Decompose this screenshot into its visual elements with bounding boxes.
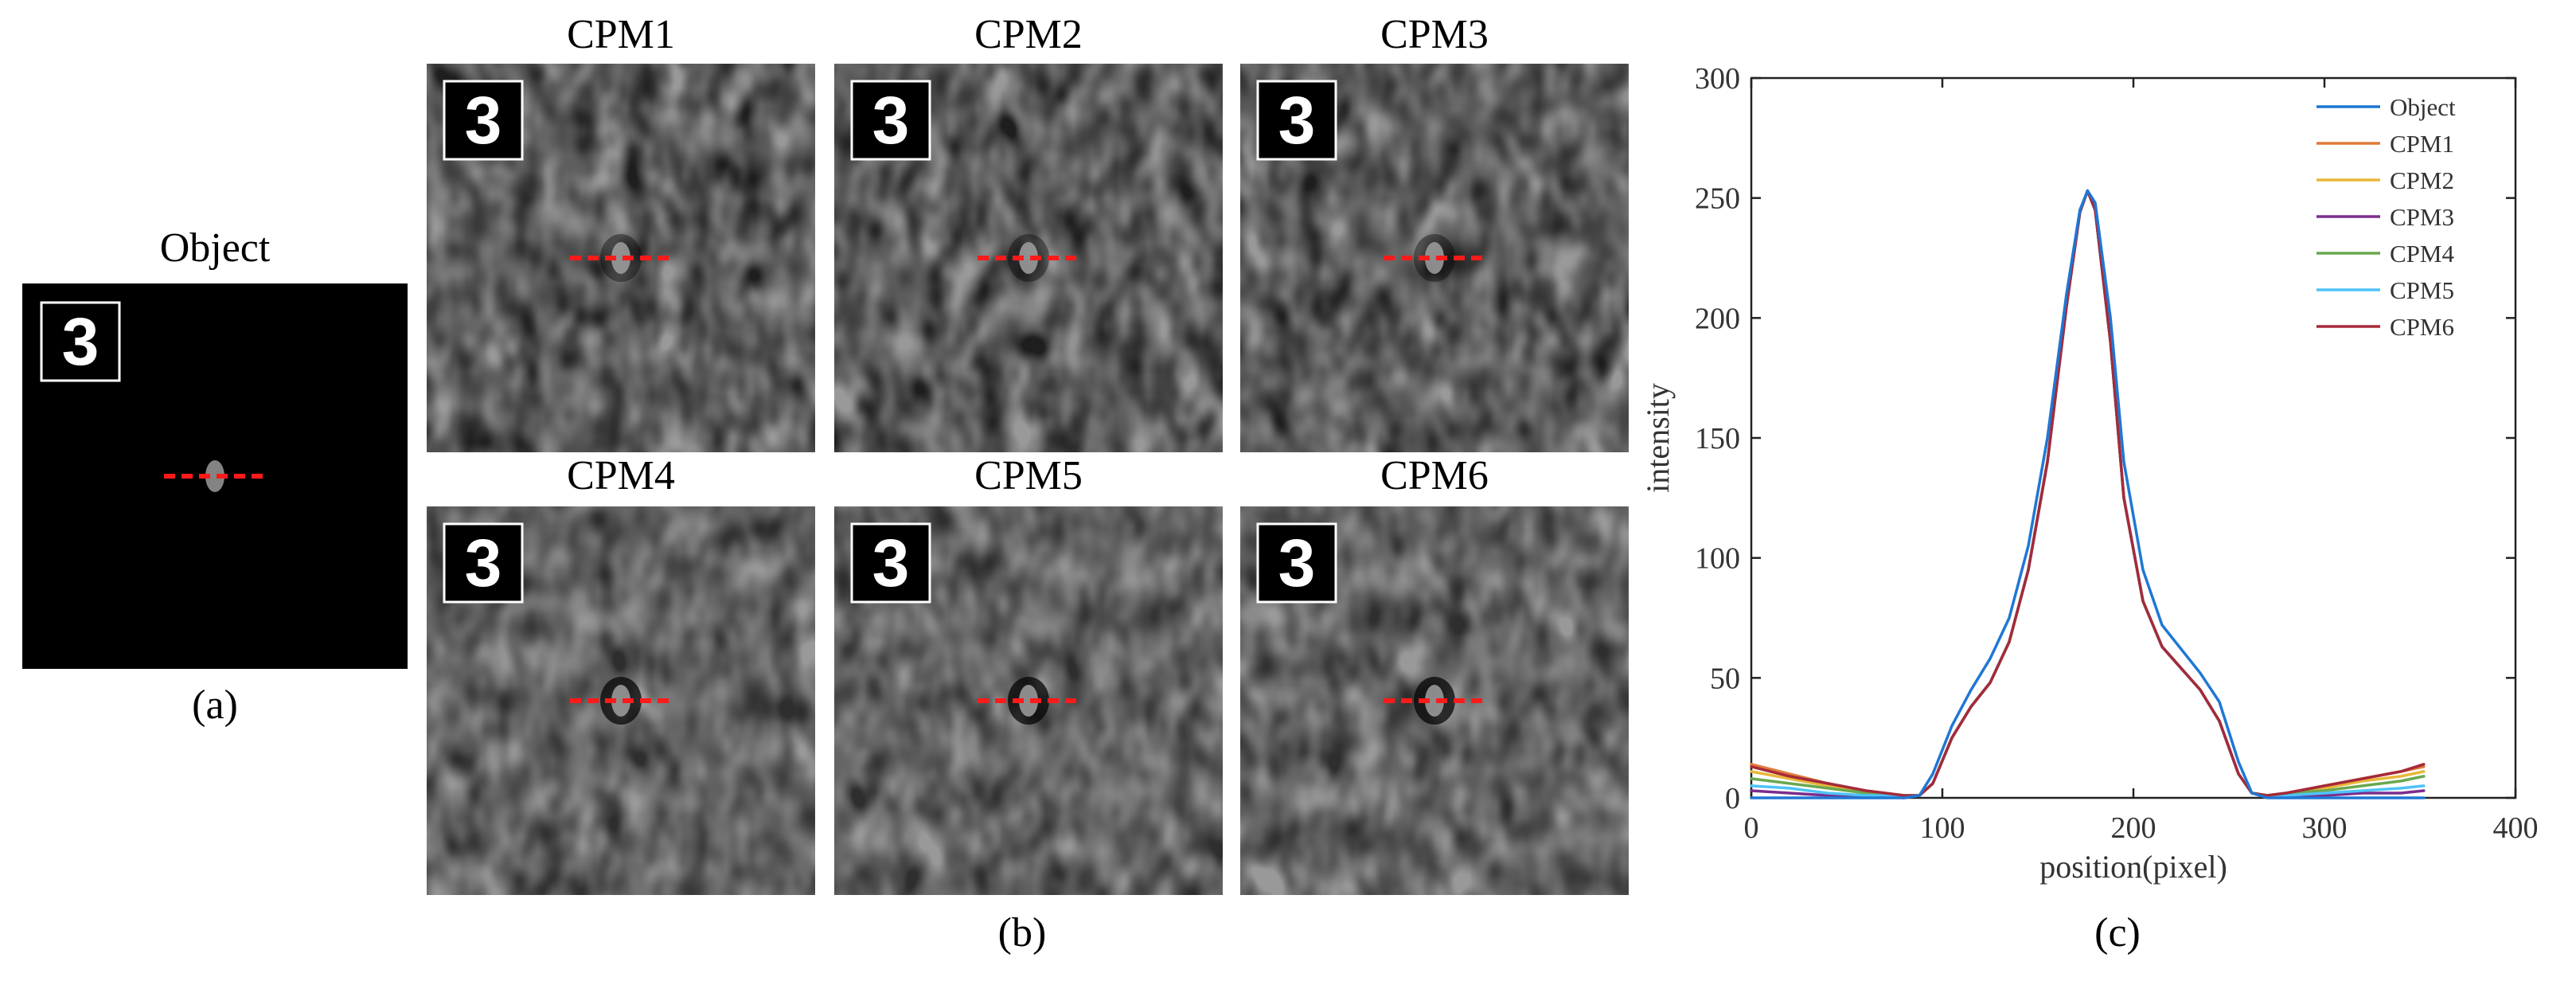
cpm-inset-digit: 3 [872,83,910,158]
cpm-image-3: 3 [1240,64,1629,452]
cpm-inset-frame [850,522,931,604]
x-tick-label: 300 [2302,811,2348,845]
cpm-inset-digit: 3 [465,526,502,600]
cpm-image-5: 3 [834,506,1223,895]
x-tick-label: 100 [1920,811,1965,845]
x-axis-label: position(pixel) [2039,849,2227,885]
object-inset-digit: 3 [62,304,100,379]
y-tick-label: 100 [1695,542,1740,576]
legend-label-object: Object [2390,93,2456,121]
cpm-center-blob [1019,242,1038,274]
cpm-inset-frame [850,80,931,161]
legend-label-cpm6: CPM6 [2390,313,2454,341]
cpm-inset-frame [443,80,524,161]
legend-label-cpm5: CPM5 [2390,276,2454,304]
y-tick-label: 50 [1710,662,1740,695]
legend-label-cpm4: CPM4 [2390,240,2454,268]
y-tick-label: 300 [1695,62,1740,96]
x-tick-label: 200 [2111,811,2156,845]
cpm-inset-digit: 3 [1278,526,1316,600]
object-title: Object [159,225,271,271]
y-axis-label: intensity [1640,383,1676,493]
intensity-profile-chart: 0 50 100 150 200 250 300 0 100 200 300 400 position(… [1640,62,2539,885]
y-tick-label: 150 [1695,422,1740,455]
cpm-caption: (b) [997,910,1047,956]
object-caption: (a) [192,682,238,728]
cpm-image-2: 3 [834,64,1223,452]
x-tick-label: 400 [2493,811,2539,845]
cpm-inset-frame [1256,522,1337,604]
cpm-center-blob [1425,685,1444,717]
y-tick-label: 250 [1695,182,1740,216]
cpm-inset-digit: 3 [465,83,502,158]
cpm-image-6: 3 [1240,506,1629,895]
cpm-title-5: CPM5 [974,453,1083,498]
object-image: 3 [22,283,408,669]
cpm-title-1: CPM1 [567,12,675,57]
y-tick-label: 0 [1725,782,1740,815]
cpm-title-3: CPM3 [1380,12,1489,57]
object-center-blob [205,460,224,492]
cpm-inset-frame [443,522,524,604]
chart-caption: (c) [2094,910,2141,956]
cpm-title-6: CPM6 [1380,453,1489,498]
legend-label-cpm1: CPM1 [2390,130,2454,158]
cpm-center-blob [611,685,630,717]
cpm-image-4: 3 [427,506,815,895]
series-line-object [1750,189,2426,799]
cpm-inset-frame [1256,80,1337,161]
cpm-inset-digit: 3 [872,526,910,600]
cpm-center-blob [611,242,630,274]
cpm-center-blob [1019,685,1038,717]
plot-frame [1750,76,2517,799]
cpm-image-1: 3 [427,64,815,452]
x-tick-label: 0 [1744,811,1759,845]
object-inset-frame [40,301,121,382]
legend-label-cpm3: CPM3 [2390,203,2454,231]
cpm-title-2: CPM2 [974,12,1083,57]
cpm-title-4: CPM4 [567,453,675,498]
cpm-inset-digit: 3 [1278,83,1316,158]
y-tick-label: 200 [1695,302,1740,335]
legend-label-cpm2: CPM2 [2390,166,2454,194]
cpm-center-blob [1425,242,1444,274]
